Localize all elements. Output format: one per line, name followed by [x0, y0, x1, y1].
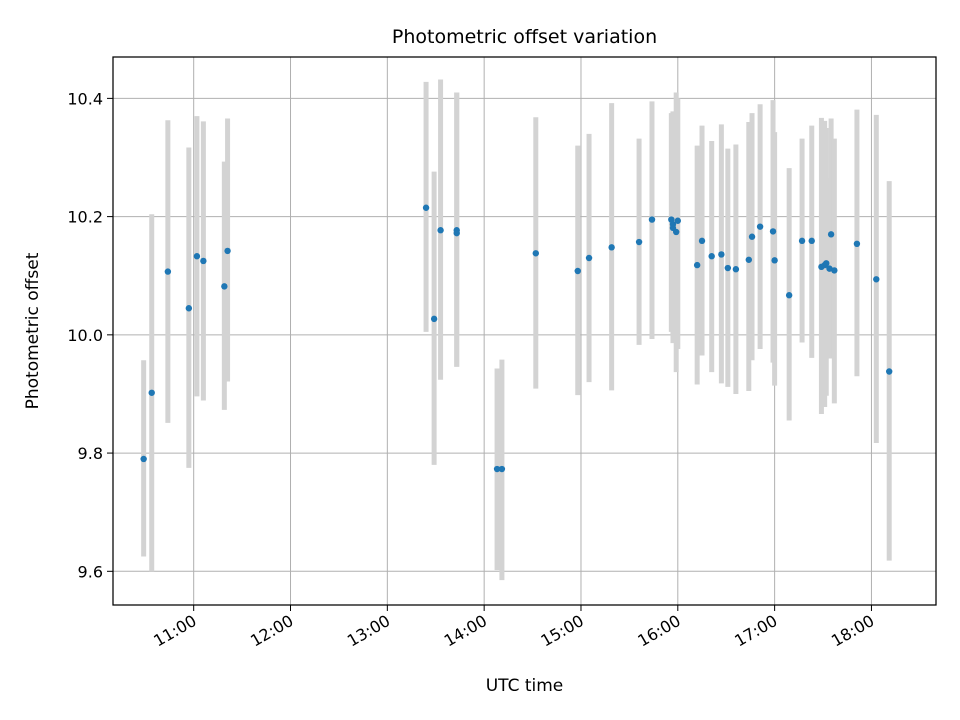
data-point [574, 267, 581, 275]
data-point [693, 261, 701, 269]
data-point [853, 240, 861, 248]
data-point [585, 254, 593, 262]
data-point [193, 253, 201, 260]
data-point [224, 247, 231, 255]
data-point [745, 256, 753, 263]
data-point [493, 465, 501, 473]
y-axis-label: Photometric offset [23, 252, 43, 409]
data-point [808, 237, 815, 245]
data-point [430, 315, 438, 323]
data-point [221, 283, 228, 290]
chart-title: Photometric offset variation [392, 26, 657, 48]
data-point [672, 228, 680, 236]
y-tick-label: 9.6 [78, 562, 103, 581]
data-point [708, 253, 715, 260]
data-point [771, 257, 778, 264]
data-point [164, 268, 172, 275]
data-point [886, 368, 893, 375]
data-point [756, 223, 764, 230]
data-point [140, 455, 147, 463]
data-point [785, 292, 793, 299]
y-tick-label: 10.4 [67, 89, 103, 108]
x-axis-label: UTC time [486, 676, 564, 696]
data-point [798, 237, 806, 245]
data-point [422, 204, 430, 211]
data-point [453, 229, 460, 237]
plot-frame [112, 56, 937, 606]
data-point [608, 244, 615, 251]
data-point [148, 389, 155, 396]
data-point [748, 233, 756, 240]
y-tick-label: 10.2 [67, 208, 103, 227]
data-point [498, 465, 506, 473]
data-point [724, 264, 732, 272]
data-point [532, 250, 539, 257]
data-point [827, 231, 835, 238]
data-point [718, 251, 725, 258]
y-tick-label: 9.8 [78, 444, 103, 463]
data-point [635, 238, 643, 246]
data-point [873, 276, 880, 283]
data-point [437, 227, 444, 234]
data-point [831, 267, 838, 274]
data-point [823, 260, 830, 267]
data-point [674, 217, 682, 224]
data-point [185, 305, 193, 312]
y-tick-label: 10.0 [67, 326, 103, 345]
data-point [769, 228, 777, 235]
data-point [826, 265, 833, 272]
data-point [732, 266, 740, 273]
data-points [140, 204, 893, 473]
grid-lines [113, 57, 936, 605]
data-point [648, 216, 656, 223]
y-axis: 9.6 9.8 10.0 10.2 10.4 [67, 89, 113, 581]
data-point [200, 257, 207, 265]
data-point [698, 237, 706, 245]
